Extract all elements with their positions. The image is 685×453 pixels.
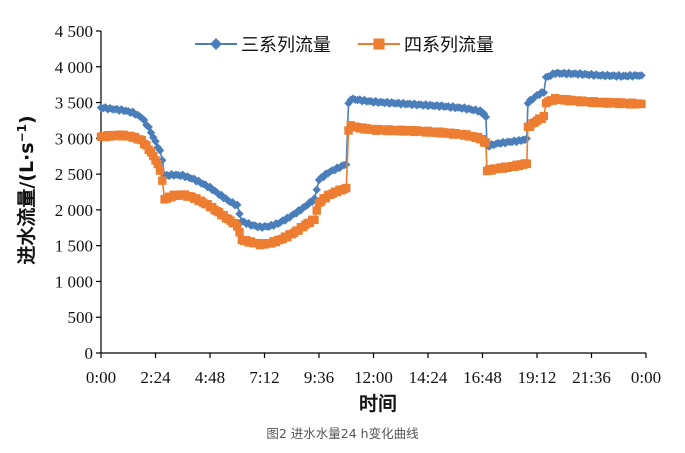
legend-marker <box>373 38 385 50</box>
y-tick-label: 1 500 <box>55 237 93 256</box>
data-point <box>228 198 237 207</box>
data-point <box>481 112 491 122</box>
y-axis-title-main: 进水流量/(L·s <box>15 142 38 264</box>
x-tick-label: 0:00 <box>86 368 116 387</box>
data-point <box>637 71 646 80</box>
data-point <box>235 228 244 237</box>
x-tick-label: 7:12 <box>249 368 279 387</box>
x-tick-label: 21:36 <box>572 368 611 387</box>
data-point <box>139 115 149 125</box>
y-tick-label: 3 000 <box>55 129 93 148</box>
y-axis-title-superscript: −1 <box>15 124 29 142</box>
data-point <box>151 137 160 146</box>
data-point <box>539 111 549 121</box>
x-tick-label: 14:24 <box>409 368 448 387</box>
data-point <box>535 90 544 100</box>
x-tick-label: 12:00 <box>354 368 393 387</box>
y-axis-title: 进水流量/(L·s−1) <box>15 115 38 264</box>
x-tick-label: 4:48 <box>195 368 225 387</box>
data-point <box>212 188 222 197</box>
y-tick-label: 3 500 <box>55 94 93 113</box>
series-2 <box>96 93 646 250</box>
data-point <box>158 176 167 185</box>
data-point <box>344 126 353 135</box>
y-tick-label: 2 000 <box>55 201 93 220</box>
data-point <box>201 180 210 189</box>
data-point <box>522 159 531 169</box>
data-point <box>233 200 242 210</box>
data-point <box>637 99 646 109</box>
y-tick-label: 500 <box>68 308 94 327</box>
x-tick-label: 9:36 <box>304 368 334 387</box>
data-point <box>205 182 215 192</box>
data-point <box>194 176 203 186</box>
data-point <box>137 113 147 123</box>
data-point <box>310 215 319 225</box>
legend-item-2: 四系列流量 <box>358 35 494 56</box>
series-layer <box>96 68 646 250</box>
data-point <box>233 222 242 231</box>
y-axis-title-tail: ) <box>16 115 38 124</box>
y-tick-label: 1 000 <box>55 272 93 291</box>
y-tick-label: 4 500 <box>55 22 93 41</box>
data-point <box>155 146 165 155</box>
data-point <box>158 156 167 165</box>
y-axis: 0 500 1 000 1 500 2 000 2 500 3 000 3 500 4 000 4… <box>55 22 102 363</box>
legend-item-1: 三系列流量 <box>195 35 331 56</box>
x-axis-title: 时间 <box>359 393 397 415</box>
series-1 <box>96 68 646 232</box>
data-point <box>312 206 321 215</box>
data-point <box>155 166 165 175</box>
data-point <box>235 209 244 219</box>
data-point <box>539 88 549 97</box>
x-tick-label: 2:24 <box>140 368 171 387</box>
chart: 三系列流量 四系列流量 0 500 1 000 1 500 2 000 2 500 3 000… <box>15 22 661 415</box>
data-point <box>153 159 162 169</box>
data-point <box>307 197 317 206</box>
legend-label: 三系列流量 <box>241 35 331 56</box>
legend: 三系列流量 四系列流量 <box>195 35 494 56</box>
legend-label: 四系列流量 <box>404 35 494 56</box>
x-axis: 0:00 2:24 4:48 7:12 9:36 12:00 14:24 16:48 19:12… <box>86 352 661 387</box>
data-point <box>142 141 151 150</box>
data-point <box>335 163 344 173</box>
data-point <box>149 151 158 161</box>
y-tick-label: 2 500 <box>55 165 93 184</box>
x-tick-label: 19:12 <box>518 368 557 387</box>
legend-marker <box>210 38 222 50</box>
data-point <box>239 217 249 226</box>
data-point <box>342 160 351 169</box>
data-point <box>312 185 321 194</box>
data-point <box>481 138 491 147</box>
y-tick-label: 0 <box>85 344 94 363</box>
x-tick-label: 16:48 <box>463 368 502 387</box>
figure-caption: 图2 进水水量24 h变化曲线 <box>266 426 419 441</box>
data-point <box>178 170 187 179</box>
data-point <box>523 99 533 108</box>
y-tick-label: 4 000 <box>55 58 93 77</box>
data-point <box>342 183 351 193</box>
data-point <box>528 95 537 104</box>
x-tick-label: 0:00 <box>631 368 661 387</box>
